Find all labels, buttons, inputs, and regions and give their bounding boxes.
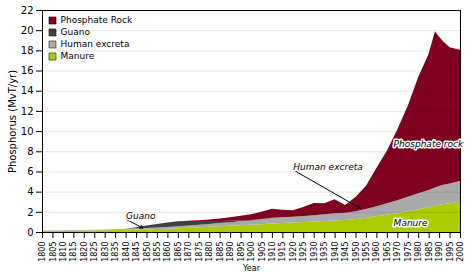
svg-text:1985: 1985: [425, 242, 434, 262]
svg-text:14: 14: [21, 85, 34, 96]
svg-text:1825: 1825: [90, 242, 99, 262]
svg-text:1880: 1880: [205, 242, 214, 262]
svg-text:Phosphate rock: Phosphate rock: [394, 139, 464, 149]
svg-text:Manure: Manure: [394, 218, 428, 228]
svg-text:1805: 1805: [49, 242, 58, 262]
svg-text:Year: Year: [242, 264, 261, 273]
svg-text:1830: 1830: [101, 242, 110, 262]
svg-text:Phosphate Rock: Phosphate Rock: [61, 15, 133, 25]
svg-text:1815: 1815: [69, 242, 78, 262]
svg-text:1835: 1835: [111, 242, 120, 262]
svg-text:1895: 1895: [237, 242, 246, 262]
svg-text:1840: 1840: [122, 242, 131, 262]
svg-text:2000: 2000: [456, 242, 465, 262]
svg-text:1870: 1870: [184, 242, 193, 262]
svg-text:20: 20: [21, 25, 34, 36]
svg-text:1975: 1975: [404, 242, 413, 262]
svg-text:1890: 1890: [226, 242, 235, 262]
svg-text:1955: 1955: [362, 242, 371, 262]
svg-text:1810: 1810: [59, 242, 68, 262]
svg-text:1995: 1995: [446, 242, 455, 262]
svg-text:Human excreta: Human excreta: [61, 39, 130, 49]
svg-text:Human excreta: Human excreta: [293, 162, 362, 172]
svg-text:1860: 1860: [163, 242, 172, 262]
svg-text:1820: 1820: [80, 242, 89, 262]
svg-text:4: 4: [27, 186, 33, 197]
svg-text:Guano: Guano: [126, 211, 156, 221]
svg-text:1915: 1915: [278, 242, 287, 262]
svg-text:12: 12: [21, 106, 34, 117]
svg-text:16: 16: [21, 65, 34, 76]
svg-text:1850: 1850: [143, 242, 152, 262]
svg-text:1930: 1930: [310, 242, 319, 262]
svg-text:1845: 1845: [132, 242, 141, 262]
svg-text:0: 0: [27, 227, 33, 238]
svg-text:1990: 1990: [435, 242, 444, 262]
svg-text:1885: 1885: [216, 242, 225, 262]
svg-text:22: 22: [21, 5, 34, 16]
svg-text:1935: 1935: [320, 242, 329, 262]
svg-text:1960: 1960: [372, 242, 381, 262]
svg-text:18: 18: [21, 45, 34, 56]
svg-text:1965: 1965: [383, 242, 392, 262]
svg-text:Guano: Guano: [61, 27, 91, 37]
svg-text:1920: 1920: [289, 242, 298, 262]
svg-text:1900: 1900: [247, 242, 256, 262]
svg-text:Manure: Manure: [61, 51, 95, 61]
svg-text:1865: 1865: [174, 242, 183, 262]
svg-text:1950: 1950: [352, 242, 361, 262]
svg-text:1905: 1905: [258, 242, 267, 262]
svg-text:6: 6: [27, 166, 33, 177]
svg-text:Phosphorus (MvT/yr): Phosphorus (MvT/yr): [7, 70, 18, 173]
svg-text:10: 10: [21, 126, 34, 137]
svg-text:1855: 1855: [153, 242, 162, 262]
svg-text:1910: 1910: [268, 242, 277, 262]
svg-text:8: 8: [27, 146, 33, 157]
svg-text:2: 2: [27, 207, 33, 218]
svg-text:1940: 1940: [331, 242, 340, 262]
svg-text:1875: 1875: [195, 242, 204, 262]
svg-text:1945: 1945: [341, 242, 350, 262]
svg-text:1970: 1970: [393, 242, 402, 262]
svg-text:1925: 1925: [299, 242, 308, 262]
svg-text:1980: 1980: [414, 242, 423, 262]
svg-text:1800: 1800: [38, 242, 47, 262]
